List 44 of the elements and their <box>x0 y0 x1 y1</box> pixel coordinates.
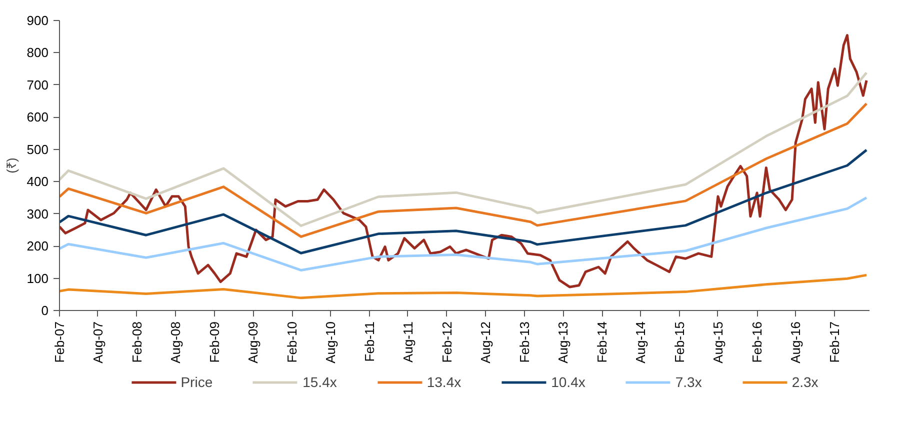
y-tick-label: 400 <box>26 174 49 190</box>
y-tick-label: 800 <box>26 45 49 60</box>
x-tick-label: Feb-14 <box>594 321 610 363</box>
legend-label: Price <box>180 374 213 390</box>
x-tick-label: Feb-16 <box>750 321 765 363</box>
y-tick-label: 300 <box>26 206 49 222</box>
x-tick-label: Aug-14 <box>633 322 648 364</box>
x-tick-label: Feb-10 <box>284 321 300 363</box>
legend-label: 2.3x <box>792 374 818 390</box>
line-series <box>60 196 868 272</box>
x-tick-label: Feb-09 <box>207 321 222 363</box>
y-tick-label: 600 <box>26 110 49 125</box>
y-axis-title: (₹) <box>4 158 19 174</box>
x-tick-label: Aug-15 <box>710 322 726 364</box>
legend-label: 10.4x <box>551 374 586 390</box>
y-tick-label: 700 <box>26 77 49 92</box>
x-tick-label: Aug-13 <box>556 322 571 364</box>
x-tick-label: Aug-09 <box>246 322 261 364</box>
legend-label: 7.3x <box>675 374 702 390</box>
line-series <box>60 274 868 300</box>
y-tick-label: 200 <box>26 238 49 254</box>
x-tick-label: Aug-12 <box>478 322 494 364</box>
x-tick-label: Feb-07 <box>52 321 67 363</box>
line-series <box>60 102 868 238</box>
x-tick-label: Feb-17 <box>827 321 842 363</box>
legend-label: 15.4x <box>302 374 337 390</box>
x-tick-label: Feb-15 <box>672 321 688 363</box>
x-tick-label: Aug-16 <box>788 322 804 364</box>
x-tick-label: Feb-11 <box>362 321 378 362</box>
legend-label: 13.4x <box>426 374 462 390</box>
y-tick-label: 900 <box>26 13 49 28</box>
line-series <box>60 148 868 254</box>
x-tick-label: Feb-13 <box>517 321 532 363</box>
x-tick-label: Aug-11 <box>400 321 416 362</box>
line-series <box>60 71 868 228</box>
y-tick-label: 100 <box>26 270 49 286</box>
x-tick-label: Aug-10 <box>322 322 338 364</box>
x-tick-label: Feb-12 <box>439 321 454 363</box>
line-series <box>60 34 868 288</box>
x-tick-label: Aug-08 <box>168 322 184 364</box>
x-tick-label: Aug-07 <box>90 322 106 364</box>
y-tick-label: 500 <box>26 142 49 157</box>
y-tick-label: 0 <box>41 303 49 318</box>
x-tick-label: Feb-08 <box>129 321 144 363</box>
